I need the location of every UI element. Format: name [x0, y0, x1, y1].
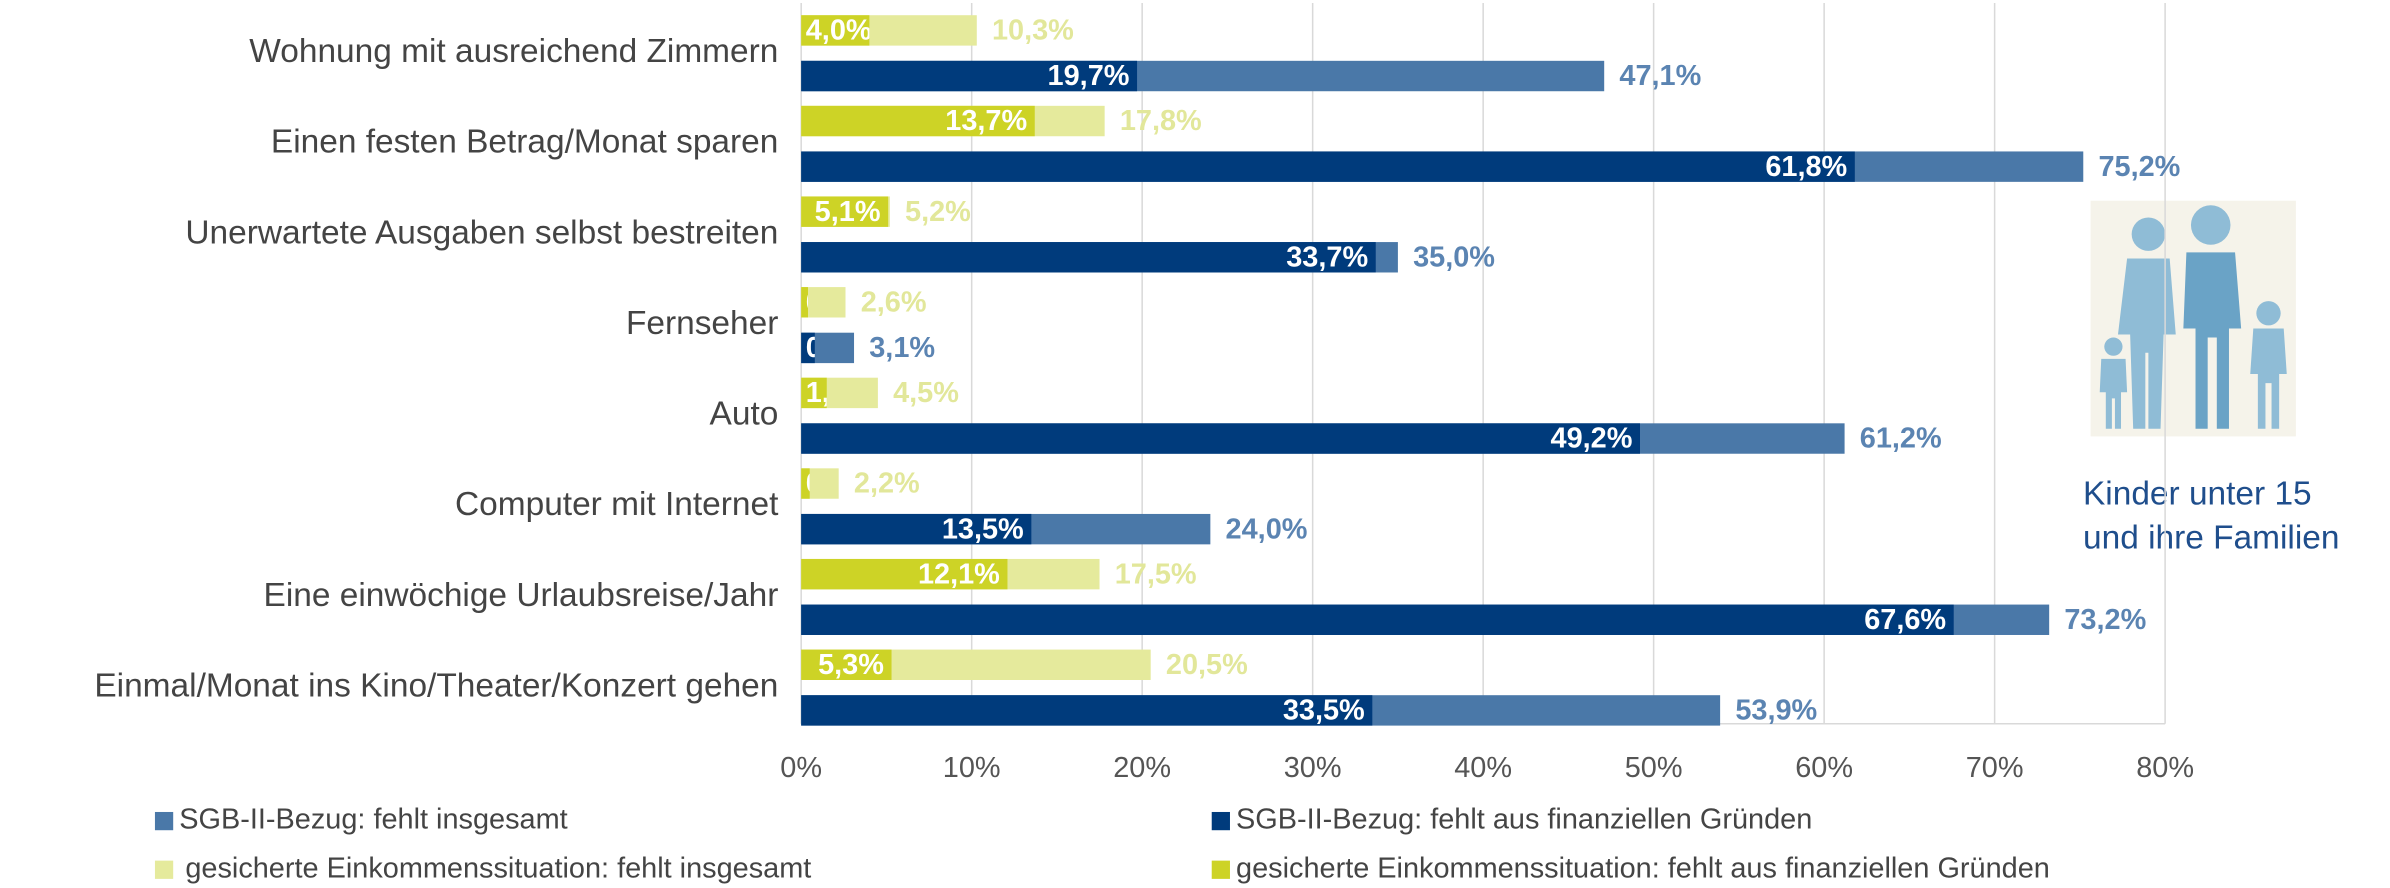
bar	[801, 558, 1008, 590]
value-label: 13,7%	[945, 105, 1027, 137]
value-label: 19,7%	[1048, 60, 1130, 92]
value-label: 53,9%	[1735, 695, 1817, 727]
x-tick-label: 30%	[1284, 752, 1342, 784]
bar	[801, 287, 846, 318]
category-label: Fernseher	[626, 305, 778, 342]
bar	[801, 423, 1640, 454]
category-label: Eine einwöchige Urlaubsreise/Jahr	[264, 577, 779, 614]
value-label: 0,4%	[806, 286, 872, 318]
bar	[801, 287, 808, 318]
category-label: Einmal/Monat ins Kino/Theater/Konzert ge…	[94, 667, 778, 704]
annotation: und ihre Familien	[2083, 520, 2339, 557]
value-label: 3,1%	[869, 332, 935, 364]
bar	[801, 695, 1373, 726]
bar	[801, 60, 1138, 92]
value-label: 61,2%	[1860, 423, 1942, 455]
x-tick-label: 50%	[1625, 752, 1683, 784]
family-icon	[2090, 200, 2296, 437]
bar	[801, 151, 1855, 182]
bar	[801, 15, 870, 46]
value-label: 49,2%	[1551, 423, 1633, 455]
bar	[801, 377, 827, 409]
legend-swatch	[1211, 811, 1230, 831]
value-label: 5,3%	[818, 649, 884, 681]
bar	[801, 242, 1376, 273]
legend-swatch	[1211, 860, 1230, 879]
value-label: 2,6%	[861, 286, 927, 318]
annotation: Kinder unter 15	[2083, 476, 2312, 513]
value-label: 13,5%	[942, 513, 1024, 545]
x-tick-label: 60%	[1795, 752, 1853, 784]
category-label: Unerwartete Ausgaben selbst bestreiten	[185, 214, 778, 251]
value-label: 0,8%	[806, 332, 872, 364]
value-label: 2,2%	[854, 468, 920, 500]
legend-swatch	[154, 860, 174, 879]
bar	[801, 649, 892, 680]
x-tick-label: 40%	[1454, 752, 1512, 784]
value-label: 33,5%	[1283, 695, 1365, 727]
x-tick-label: 80%	[2136, 752, 2194, 784]
value-label: 20,5%	[1166, 649, 1248, 681]
value-label: 10,3%	[992, 15, 1074, 47]
bar	[801, 196, 889, 227]
value-label: 12,1%	[918, 558, 1000, 590]
value-label: 4,5%	[893, 377, 959, 409]
legend-label: gesicherte Einkommenssituation: fehlt au…	[1236, 852, 2050, 884]
x-tick-label: 20%	[1113, 752, 1171, 784]
category-label: Einen festen Betrag/Monat sparen	[271, 124, 778, 161]
bar	[801, 332, 815, 364]
bar	[801, 468, 810, 499]
value-label: 17,5%	[1115, 558, 1197, 590]
value-label: 5,2%	[905, 196, 971, 228]
value-label: 35,0%	[1413, 241, 1495, 273]
category-label: Auto	[710, 396, 779, 433]
value-label: 73,2%	[2064, 604, 2146, 636]
value-label: 67,6%	[1864, 604, 1946, 636]
bar	[801, 105, 1035, 137]
category-label: Wohnung mit ausreichend Zimmern	[249, 33, 778, 70]
value-label: 1,5%	[806, 377, 872, 409]
value-label: 61,8%	[1765, 151, 1847, 183]
value-label: 17,8%	[1120, 105, 1202, 137]
legend-swatch	[154, 811, 174, 831]
bar	[801, 513, 1032, 545]
x-tick-label: 70%	[1966, 752, 2024, 784]
bar	[801, 604, 1954, 635]
x-tick-label: 10%	[943, 752, 1001, 784]
category-label: Computer mit Internet	[455, 486, 779, 523]
value-label: 4,0%	[806, 15, 872, 47]
value-label: 0,5%	[806, 468, 872, 500]
legend-label: SGB-II-Bezug: fehlt aus finanziellen Grü…	[1236, 804, 1812, 836]
value-label: 24,0%	[1226, 513, 1308, 545]
value-label: 47,1%	[1619, 60, 1701, 92]
value-label: 33,7%	[1286, 241, 1368, 273]
value-label: 5,1%	[815, 196, 881, 228]
legend-label: gesicherte Einkommenssituation: fehlt in…	[185, 852, 811, 884]
legend-label: SGB-II-Bezug: fehlt insgesamt	[179, 804, 567, 836]
x-tick-label: 0%	[780, 752, 822, 784]
value-label: 75,2%	[2098, 151, 2180, 183]
